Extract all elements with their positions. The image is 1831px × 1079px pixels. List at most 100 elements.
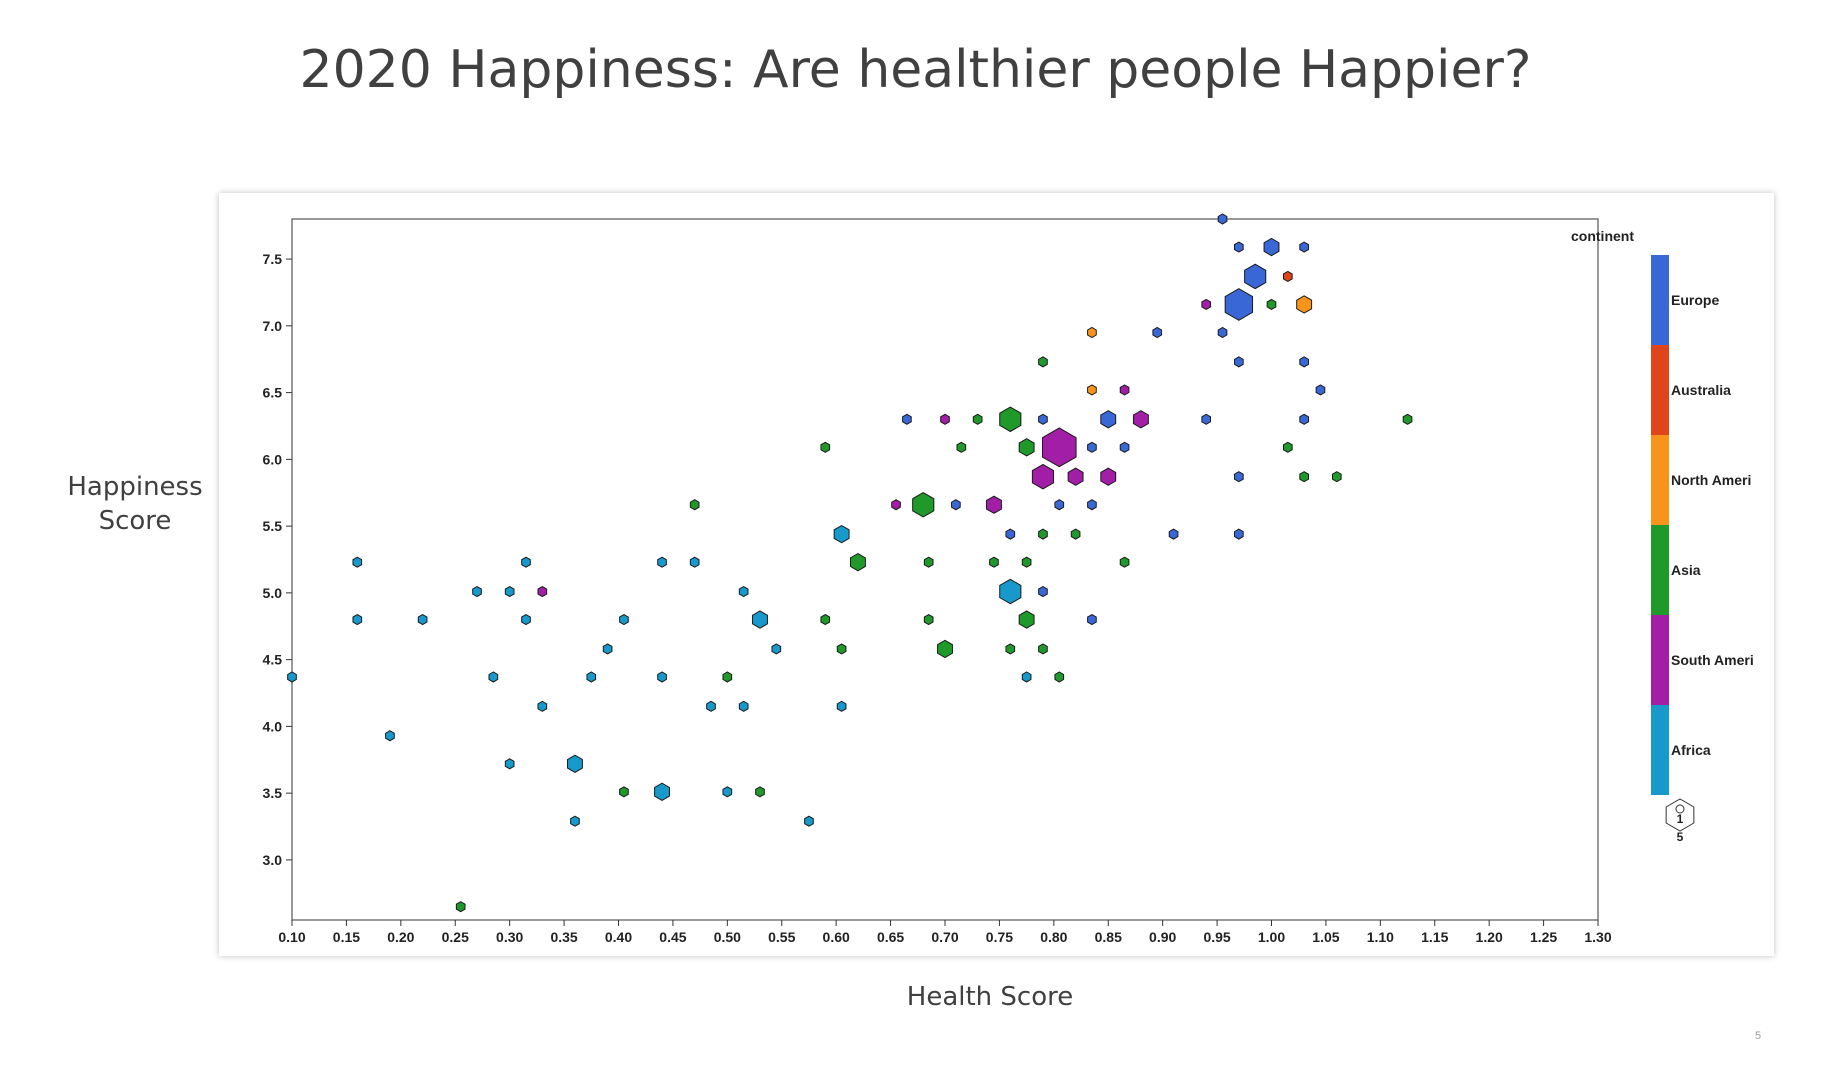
data-point <box>722 786 733 798</box>
data-point <box>1100 410 1117 429</box>
y-tick-label: 7.5 <box>263 251 283 267</box>
data-point <box>1067 467 1084 486</box>
data-point <box>619 786 629 798</box>
data-point <box>1119 384 1130 396</box>
y-axis-label-line2: Score <box>98 506 172 536</box>
size-key-top-label: 1 <box>1677 812 1684 826</box>
data-point <box>619 613 629 626</box>
x-tick-label: 0.70 <box>931 929 958 945</box>
data-point <box>1018 610 1035 629</box>
data-point <box>1168 528 1179 540</box>
data-point <box>752 610 768 629</box>
data-point <box>689 499 700 511</box>
data-point <box>602 643 613 655</box>
x-tick-label: 0.65 <box>877 929 904 945</box>
data-point <box>1263 237 1280 257</box>
data-point <box>1054 671 1065 683</box>
data-point <box>1038 528 1048 540</box>
data-point <box>1031 463 1055 490</box>
data-point <box>820 613 831 626</box>
data-point <box>654 782 670 801</box>
data-point <box>923 556 934 568</box>
y-tick-label: 7.0 <box>263 318 283 334</box>
data-point <box>923 613 934 626</box>
data-point <box>1038 643 1048 655</box>
data-point <box>417 613 428 626</box>
data-point <box>989 556 999 568</box>
data-point <box>836 700 847 712</box>
data-point <box>1296 295 1313 314</box>
legend-label: North Ameri <box>1671 472 1751 488</box>
legend-label: South Ameri <box>1671 652 1754 668</box>
data-point <box>1234 356 1244 368</box>
y-tick-label: 3.0 <box>263 852 283 868</box>
data-point <box>755 786 765 798</box>
y-axis-label-line1: Happiness <box>67 472 203 502</box>
data-point <box>1234 241 1244 253</box>
data-point <box>1315 384 1326 396</box>
x-tick-label: 1.00 <box>1258 929 1285 945</box>
x-tick-label: 0.80 <box>1040 929 1067 945</box>
data-point <box>1070 528 1081 540</box>
data-point <box>956 441 967 453</box>
x-tick-label: 1.15 <box>1421 929 1448 945</box>
y-axis-ticks: 3.0 3.5 4.0 4.5 5.0 5.5 6.0 6.5 7.0 7.5 <box>263 251 292 868</box>
legend: continent Europe Australia North Ameri Asia S… <box>1571 228 1754 844</box>
legend-swatch <box>1651 255 1669 345</box>
data-point <box>521 556 531 568</box>
data-point <box>657 671 667 683</box>
data-point <box>951 499 961 511</box>
x-tick-label: 0.55 <box>768 929 795 945</box>
data-point <box>1201 298 1212 311</box>
data-point <box>1021 556 1032 568</box>
x-axis-label: Health Score <box>906 982 1074 1012</box>
y-tick-label: 4.0 <box>263 718 283 734</box>
data-point <box>1038 585 1048 598</box>
data-point <box>1021 671 1032 683</box>
data-point <box>352 613 363 626</box>
slide-number: 5 <box>1755 1030 1762 1042</box>
data-point <box>912 491 935 518</box>
data-point <box>1299 471 1309 483</box>
data-point <box>1299 356 1309 368</box>
data-point <box>986 495 1002 514</box>
data-point <box>722 671 733 683</box>
data-point <box>1119 556 1130 568</box>
data-point <box>537 700 548 712</box>
data-point <box>1087 613 1097 626</box>
data-point <box>999 406 1022 433</box>
size-key-hexagon <box>1665 798 1695 832</box>
data-point <box>833 524 850 544</box>
data-point <box>1201 413 1212 425</box>
legend-label: Africa <box>1671 742 1711 758</box>
data-point <box>1038 356 1048 368</box>
slide-title: 2020 Happiness: Are healthier people Hap… <box>299 40 1532 100</box>
data-point <box>1282 441 1293 453</box>
data-point <box>1217 326 1228 339</box>
data-point <box>504 758 515 770</box>
chart-panel: 0.10 0.15 0.20 0.25 0.30 0.35 0.40 0.45 0.50 0.55… <box>219 193 1774 956</box>
data-point <box>1100 467 1117 486</box>
legend-title: continent <box>1571 228 1634 244</box>
data-point <box>1152 326 1163 339</box>
data-point <box>352 556 363 568</box>
data-point <box>891 499 901 511</box>
data-point <box>706 700 716 712</box>
legend-swatch <box>1651 525 1669 615</box>
x-tick-label: 1.05 <box>1312 929 1339 945</box>
data-point <box>455 901 466 913</box>
y-tick-label: 5.0 <box>263 585 283 601</box>
data-point <box>804 815 814 827</box>
y-tick-label: 5.5 <box>263 518 283 534</box>
x-tick-label: 0.10 <box>278 929 305 945</box>
data-point <box>1299 241 1309 253</box>
data-point <box>488 671 499 683</box>
data-point <box>1087 499 1097 511</box>
data-point <box>738 585 749 598</box>
size-key-small-marker <box>1675 804 1685 814</box>
plot-border <box>291 218 1599 921</box>
x-tick-label: 0.75 <box>986 929 1013 945</box>
x-tick-label: 0.20 <box>387 929 414 945</box>
data-point <box>1005 643 1016 655</box>
data-points <box>287 213 1413 913</box>
